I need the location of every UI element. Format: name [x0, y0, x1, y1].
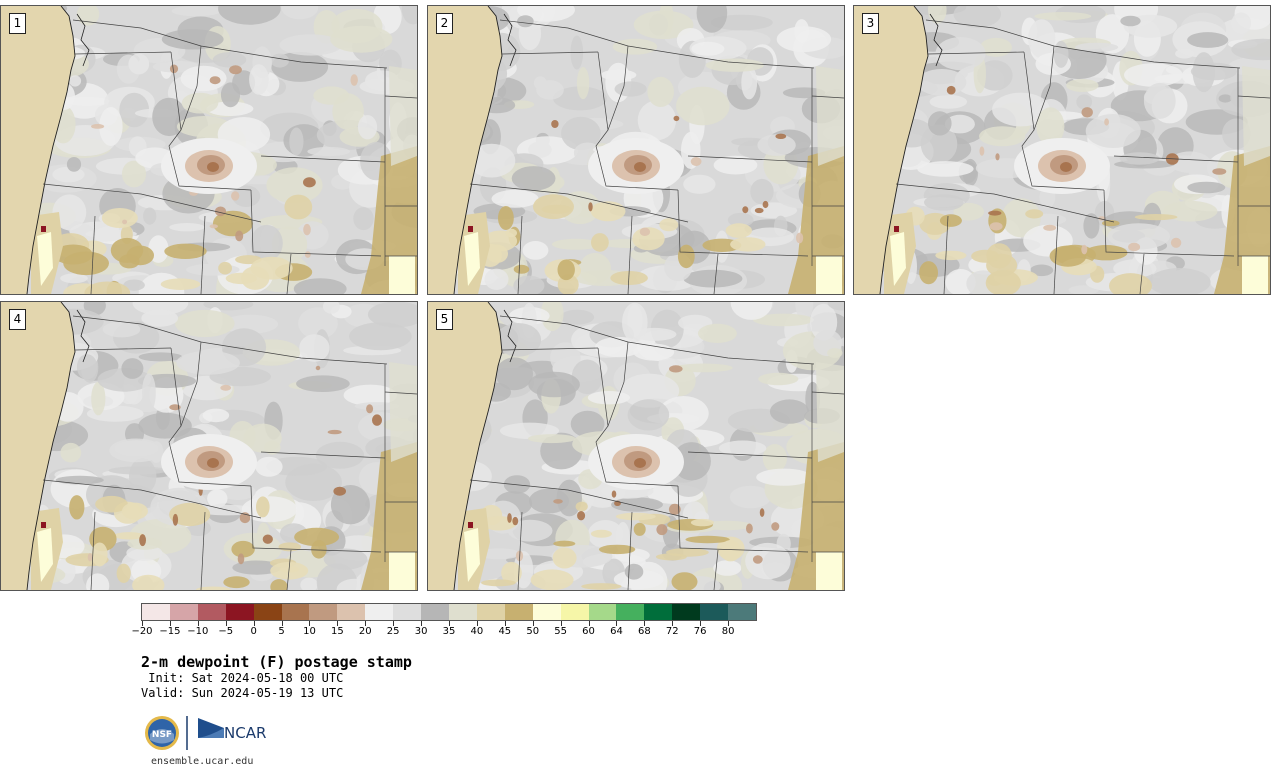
init-time-text: Init: Sat 2024-05-18 00 UTC	[148, 671, 344, 685]
colorbar-tick	[476, 621, 478, 626]
colorbar-tick-label: 55	[554, 626, 567, 637]
colorbar-swatch	[337, 604, 366, 620]
plot-title: 2-m dewpoint (F) postage stamp	[141, 653, 412, 671]
colorbar-tick-label: 20	[358, 626, 372, 637]
ncar-logo-text: NCAR	[224, 724, 266, 742]
member-label: 4	[9, 309, 26, 330]
colorbar-tick	[560, 621, 562, 626]
colorbar-swatch	[142, 604, 170, 620]
dewpoint-map	[854, 6, 1270, 294]
colorbar-tick-label: 50	[526, 626, 540, 637]
colorbar-tick	[337, 621, 339, 626]
member-panel-3: 3	[853, 5, 1271, 295]
colorbar-swatch	[197, 604, 226, 620]
colorbar-tick-label: 25	[386, 626, 400, 637]
colorbar-swatch	[309, 604, 338, 620]
colorbar-tick-label: 72	[665, 626, 679, 637]
colorbar-swatch	[365, 604, 394, 620]
colorbar-tick-label: −10	[187, 626, 209, 637]
colorbar-tick-label: 5	[278, 626, 285, 637]
valid-time: Valid: Sun 2024-05-19 13 UTC	[141, 686, 344, 700]
colorbar-swatch	[253, 604, 282, 620]
nsf-logo-icon: NSF	[145, 716, 179, 750]
colorbar-swatch	[225, 604, 254, 620]
colorbar-tick	[197, 621, 199, 626]
member-panel-4: 4	[0, 301, 418, 591]
colorbar-tick	[142, 621, 143, 626]
colorbar-tick-label: 64	[610, 626, 623, 637]
colorbar-swatch	[700, 604, 729, 620]
ncar-logo-icon: NCAR	[198, 718, 266, 742]
colorbar-tick-label: 15	[330, 626, 344, 637]
colorbar-swatch	[476, 604, 505, 620]
member-label: 2	[436, 13, 453, 34]
colorbar-tick	[225, 621, 227, 626]
nsf-logo-text: NSF	[152, 730, 172, 740]
colorbar: −20 −15 −10 −5 0 5 10 15 20 25 30 35 40 45 50 55 60 64 68 7…	[131, 603, 757, 639]
colorbar-tick	[169, 621, 171, 626]
colorbar-tick-label: 68	[637, 626, 651, 637]
colorbar-swatch	[588, 604, 617, 620]
logos: NSF NCAR	[144, 714, 284, 754]
colorbar-swatch	[421, 604, 449, 620]
colorbar-tick	[672, 621, 674, 626]
colorbar-swatch	[504, 604, 533, 620]
colorbar-tick	[421, 621, 423, 626]
colorbar-swatch	[281, 604, 310, 620]
colorbar-swatch	[616, 604, 645, 620]
colorbar-swatch	[448, 604, 477, 620]
website-url: ensemble.ucar.edu	[151, 756, 254, 767]
member-label: 5	[436, 309, 453, 330]
colorbar-tick	[616, 621, 618, 626]
colorbar-swatch	[672, 604, 701, 620]
colorbar-tick	[449, 621, 450, 626]
colorbar-scale	[141, 603, 757, 621]
dewpoint-map	[428, 302, 844, 590]
colorbar-tick-label: 60	[582, 626, 595, 637]
dewpoint-map	[428, 6, 844, 294]
colorbar-tick-label: 30	[414, 626, 428, 637]
colorbar-tick	[700, 621, 702, 626]
colorbar-tick	[728, 621, 730, 626]
colorbar-swatch	[169, 604, 198, 620]
colorbar-tick	[309, 621, 311, 626]
member-label: 3	[862, 13, 879, 34]
colorbar-tick	[532, 621, 534, 626]
colorbar-swatch	[393, 604, 422, 620]
colorbar-tick-label: 35	[442, 626, 456, 637]
colorbar-swatch	[532, 604, 561, 620]
colorbar-tick	[644, 621, 646, 626]
init-time: Init: Sat 2024-05-18 00 UTC	[141, 671, 343, 685]
colorbar-tick-label: 0	[250, 626, 257, 637]
dewpoint-map	[1, 6, 417, 294]
colorbar-tick-label: 76	[693, 626, 707, 637]
colorbar-tick	[253, 621, 255, 626]
colorbar-swatch	[728, 604, 756, 620]
colorbar-tick-label: 80	[721, 626, 735, 637]
colorbar-tick-label: −20	[131, 626, 153, 637]
member-panel-2: 2	[427, 5, 845, 295]
colorbar-swatch	[644, 604, 673, 620]
member-panel-5: 5	[427, 301, 845, 591]
colorbar-tick-label: −15	[159, 626, 181, 637]
dewpoint-map	[1, 302, 417, 590]
member-panel-1: 1	[0, 5, 418, 295]
member-label: 1	[9, 13, 26, 34]
colorbar-swatch	[560, 604, 589, 620]
colorbar-tick-label: −5	[218, 626, 234, 637]
colorbar-tick	[393, 621, 395, 626]
colorbar-ticks: −20 −15 −10 −5 0 5 10 15 20 25 30 35 40 45 50 55 60 64 68 7…	[131, 621, 757, 639]
colorbar-tick	[588, 621, 590, 626]
colorbar-tick	[281, 621, 283, 626]
colorbar-tick-label: 45	[498, 626, 512, 637]
colorbar-tick-label: 10	[303, 626, 316, 637]
colorbar-tick-label: 40	[470, 626, 484, 637]
nsf-ncar-logo: NSF NCAR	[145, 716, 266, 750]
colorbar-tick	[504, 621, 506, 626]
colorbar-tick	[365, 621, 367, 626]
